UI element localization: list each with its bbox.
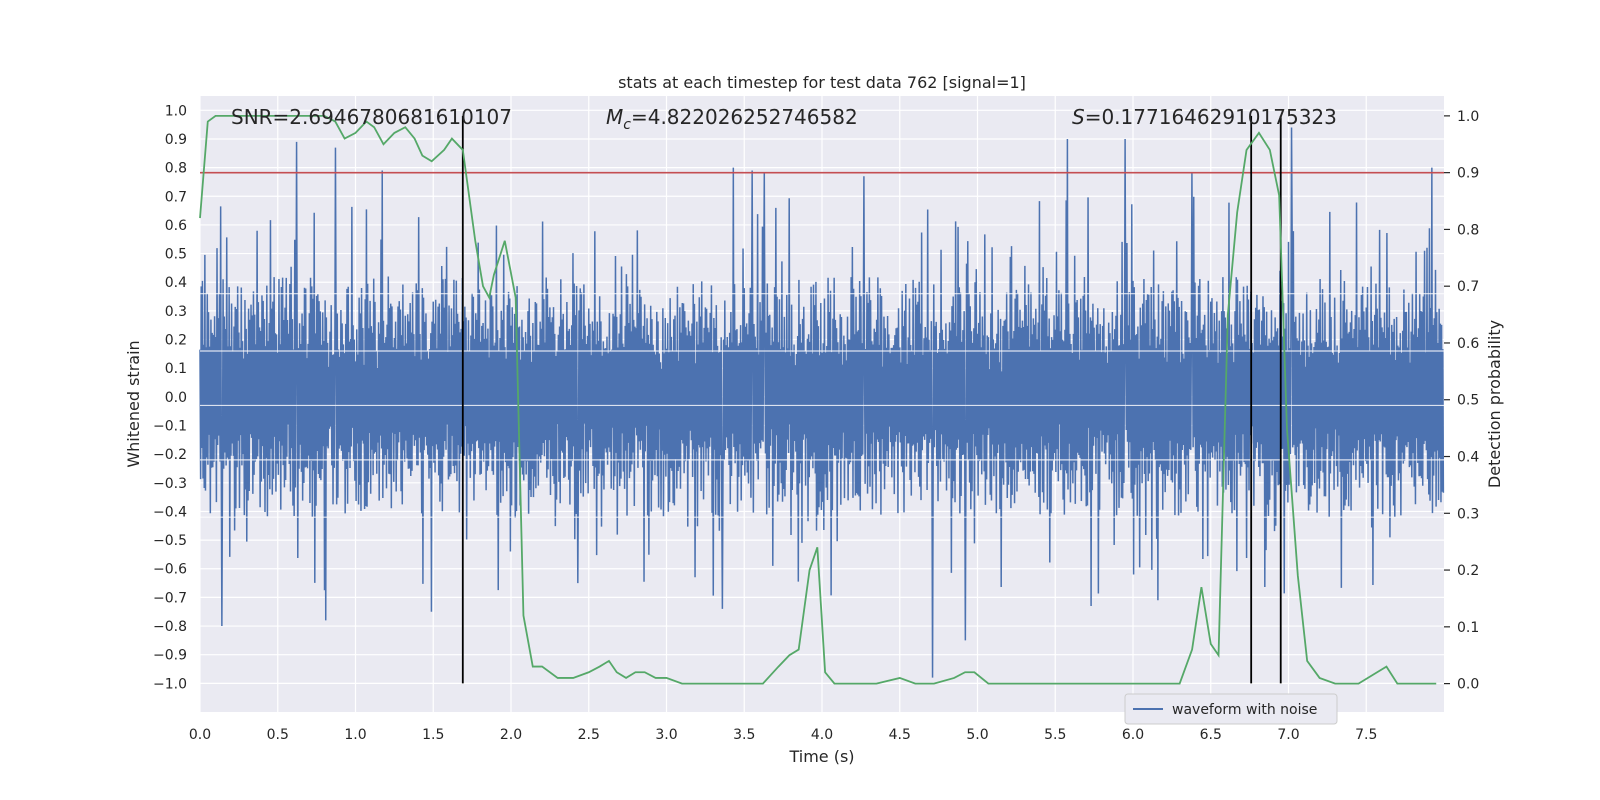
y-tick-label: −0.6 [153,562,187,578]
y-tick-label: 1.0 [165,103,187,119]
y-axis-label: Whitened strain [124,340,143,467]
right-y-tick-label: 0.6 [1457,336,1479,352]
x-tick-label: 7.0 [1277,727,1299,743]
s-value: =0.17716462910175323 [1085,105,1337,129]
y-tick-label: 0.7 [165,189,187,205]
overlay-lines [199,114,1444,685]
x-tick-label: 4.5 [889,727,911,743]
x-tick-label: 7.5 [1355,727,1377,743]
y-tick-label: −1.0 [153,676,187,692]
x-tick-label: 5.5 [1044,727,1066,743]
y-tick-label: 0.8 [165,161,187,177]
legend-label: waveform with noise [1172,702,1317,718]
y-tick-label: 0.5 [165,247,187,263]
x-tick-label: 1.0 [344,727,366,743]
x-axis-label: Time (s) [788,747,854,766]
right-y-tick-label: 0.2 [1457,563,1479,579]
y-tick-label: −0.2 [153,447,187,463]
y-tick-label: −0.1 [153,418,187,434]
y-tick-label: −0.8 [153,619,187,635]
noise-waveform [199,127,1445,678]
y-tick-label: 0.0 [165,390,187,406]
y-tick-label: −0.4 [153,504,187,520]
s-annotation: S=0.17716462910175323 [1072,105,1337,129]
right-y-tick-label: 0.9 [1457,166,1479,182]
right-y-tick-label: 0.1 [1457,620,1479,636]
x-tick-labels: 0.0 0.5 1.0 1.5 2.0 2.5 3.0 3.5 4.0 4.5 5.0 5.5 6.0 6… [189,727,1378,743]
legend-box [1124,693,1338,725]
y-tick-label: 0.1 [165,361,187,377]
x-tick-label: 0.0 [189,727,211,743]
right-y-tick-label: 0.8 [1457,222,1479,238]
right-y-axis-label: Detection probability [1485,320,1504,488]
right-y-tick-label: 1.0 [1457,109,1479,125]
right-y-tick-label: 0.4 [1457,450,1479,466]
snr-annotation: SNR=2.6946780681610107 [231,105,512,129]
x-tick-label: 6.0 [1122,727,1144,743]
y-tick-label: −0.7 [153,590,187,606]
x-tick-label: 4.0 [811,727,833,743]
right-y-tick-label: 0.3 [1457,506,1479,522]
chirp-mass-value: =4.822026252746582 [631,105,858,129]
detection-probability-line [199,114,1437,685]
right-y-tick-label: 0.5 [1457,393,1479,409]
y-tick-label: −0.3 [153,476,187,492]
y-tick-labels: 1.0 0.9 0.8 0.7 0.6 0.5 0.4 0.3 0.2 0.1 0.0 −0.1 −0.… [153,103,187,692]
s-symbol: S [1072,105,1085,129]
y-tick-label: 0.9 [165,132,187,148]
y-tick-label: −0.9 [153,648,187,664]
y-tick-label: −0.5 [153,533,187,549]
x-tick-label: 1.5 [422,727,444,743]
y-tick-label: 0.2 [165,333,187,349]
chirp-mass-annotation: Mc=4.822026252746582 [606,105,858,133]
x-tick-label: 2.5 [578,727,600,743]
y-tick-label: 0.6 [165,218,187,234]
right-y-tick-labels: 1.0 0.9 0.8 0.7 0.6 0.5 0.4 0.3 0.2 0.1 0.0 [1444,109,1479,693]
legend: waveform with noise [1124,693,1338,725]
x-tick-label: 0.5 [267,727,289,743]
chirp-mass-symbol: M [606,105,623,129]
y-tick-label: 0.3 [165,304,187,320]
right-y-tick-label: 0.7 [1457,279,1479,295]
y-tick-label: 0.4 [165,275,187,291]
noise-waveform-line [199,127,1445,678]
x-tick-label: 3.0 [655,727,677,743]
x-tick-label: 2.0 [500,727,522,743]
x-tick-label: 6.5 [1200,727,1222,743]
chart-title: stats at each timestep for test data 762… [618,73,1026,92]
x-tick-label: 3.5 [733,727,755,743]
chirp-mass-subscript: c [623,117,631,133]
right-y-tick-label: 0.0 [1457,677,1479,693]
x-tick-label: 5.0 [966,727,988,743]
